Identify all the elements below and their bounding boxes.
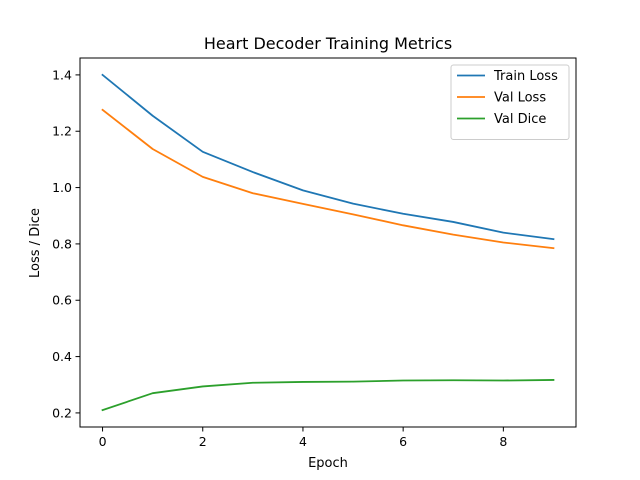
legend-label-0: Train Loss: [493, 69, 558, 84]
x-tick-label: 0: [99, 434, 107, 449]
y-tick-label: 1.2: [52, 124, 72, 139]
y-tick-label: 0.6: [52, 293, 72, 308]
y-tick-label: 0.2: [52, 405, 72, 420]
legend-box: [450, 64, 570, 140]
x-tick-label: 2: [199, 434, 207, 449]
chart-title: Heart Decoder Training Metrics: [204, 34, 452, 53]
legend-label-2: Val Dice: [494, 112, 546, 127]
legend: Train Loss Val Loss Val Dice: [450, 64, 570, 140]
legend-label-1: Val Loss: [494, 91, 546, 106]
y-tick-label: 0.4: [52, 349, 72, 364]
axes-frame: [79, 57, 577, 428]
x-tick-label: 8: [499, 434, 507, 449]
series-line-1: [101, 108, 555, 250]
series-line-0: [101, 73, 555, 241]
y-tick-label: 0.8: [52, 236, 72, 251]
x-tick-label: 4: [299, 434, 307, 449]
y-axis-ticks: 0.2 0.4 0.6 0.8 1.0 1.2 1.4: [52, 67, 80, 420]
x-tick-label: 6: [399, 434, 407, 449]
plot-area: [79, 57, 577, 428]
y-axis-label: Loss / Dice: [28, 208, 43, 278]
y-tick-label: 1.4: [52, 67, 72, 82]
y-tick-label: 1.0: [52, 180, 72, 195]
series-line-2: [101, 379, 555, 412]
x-axis-ticks: 0 2 4 6 8: [99, 427, 507, 449]
x-axis-label: Epoch: [308, 456, 348, 471]
